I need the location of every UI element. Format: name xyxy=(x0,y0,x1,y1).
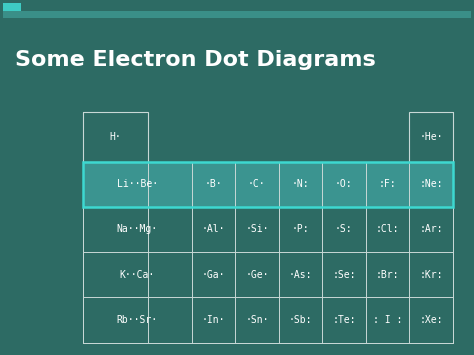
Text: ·He·: ·He· xyxy=(419,132,443,142)
Text: ·Al·: ·Al· xyxy=(202,224,225,234)
Text: :Te:: :Te: xyxy=(332,315,356,325)
Text: ·Sn·: ·Sn· xyxy=(245,315,269,325)
Text: :Ar:: :Ar: xyxy=(419,224,443,234)
Text: ·Si·: ·Si· xyxy=(245,224,269,234)
Text: :F:: :F: xyxy=(379,179,396,189)
Bar xyxy=(83,162,453,207)
Text: K··Ca·: K··Ca· xyxy=(120,270,155,280)
Text: :Ne:: :Ne: xyxy=(419,179,443,189)
Bar xyxy=(3,11,471,18)
Text: :Kr:: :Kr: xyxy=(419,270,443,280)
Text: ·S:: ·S: xyxy=(335,224,353,234)
Text: ·As:: ·As: xyxy=(289,270,312,280)
Text: Na··Mg·: Na··Mg· xyxy=(117,224,158,234)
Text: :Xe:: :Xe: xyxy=(419,315,443,325)
Text: ·B·: ·B· xyxy=(205,179,222,189)
Bar xyxy=(409,112,453,162)
Text: ·Ge·: ·Ge· xyxy=(245,270,269,280)
Text: :Cl:: :Cl: xyxy=(376,224,399,234)
Text: ·O:: ·O: xyxy=(335,179,353,189)
Text: Some Electron Dot Diagrams: Some Electron Dot Diagrams xyxy=(15,50,376,70)
Text: H·: H· xyxy=(109,132,121,142)
Bar xyxy=(3,3,21,10)
Bar xyxy=(83,112,148,162)
Text: :Se:: :Se: xyxy=(332,270,356,280)
Text: ·N:: ·N: xyxy=(292,179,309,189)
Text: :Br:: :Br: xyxy=(376,270,399,280)
Text: ·Ga·: ·Ga· xyxy=(202,270,225,280)
Text: ·P:: ·P: xyxy=(292,224,309,234)
Text: Li··Be·: Li··Be· xyxy=(117,179,158,189)
Bar xyxy=(3,3,21,13)
Text: ·In·: ·In· xyxy=(202,315,225,325)
Text: ·Sb:: ·Sb: xyxy=(289,315,312,325)
Text: ·C·: ·C· xyxy=(248,179,266,189)
Text: : I :: : I : xyxy=(373,315,402,325)
Bar xyxy=(83,162,453,207)
Text: Rb··Sr·: Rb··Sr· xyxy=(117,315,158,325)
